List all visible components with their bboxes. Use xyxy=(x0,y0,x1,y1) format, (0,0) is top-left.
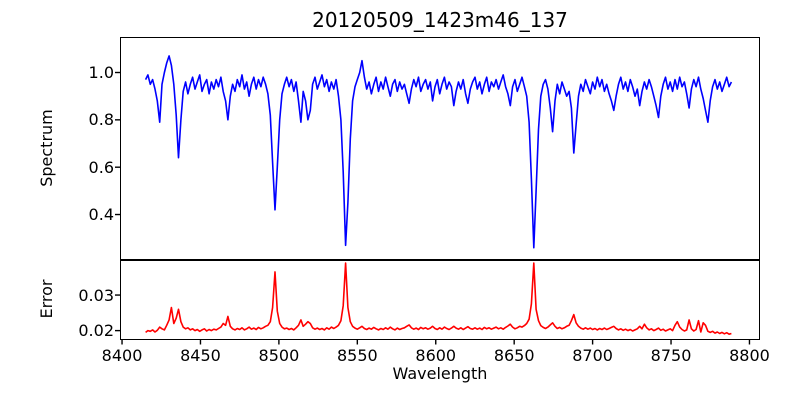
tick-label: 8450 xyxy=(180,345,221,365)
tick-label: 8600 xyxy=(415,345,457,365)
tick-label: 0.6 xyxy=(88,157,114,177)
tick-label: 1.0 xyxy=(88,63,114,82)
chart-title: 20120509_1423m46_137 xyxy=(312,8,568,32)
tick-label: 8800 xyxy=(729,345,770,365)
tick-label: 8500 xyxy=(258,345,300,365)
x-axis-label: Wavelength xyxy=(392,364,488,383)
tick-label: 0.02 xyxy=(78,321,114,341)
tick-label: 0.03 xyxy=(78,285,114,305)
tick-label: 0.4 xyxy=(88,205,114,225)
tick-label: 8700 xyxy=(572,345,613,365)
error-line xyxy=(145,262,732,336)
tick-label: 8650 xyxy=(493,345,535,365)
tick-label: 0.8 xyxy=(88,110,114,130)
spectrum-line xyxy=(144,55,733,249)
tick-label: 8400 xyxy=(101,345,143,365)
tick-label: 8550 xyxy=(336,345,378,365)
tick-label: 8750 xyxy=(650,345,692,365)
error-plot-area xyxy=(120,259,760,340)
